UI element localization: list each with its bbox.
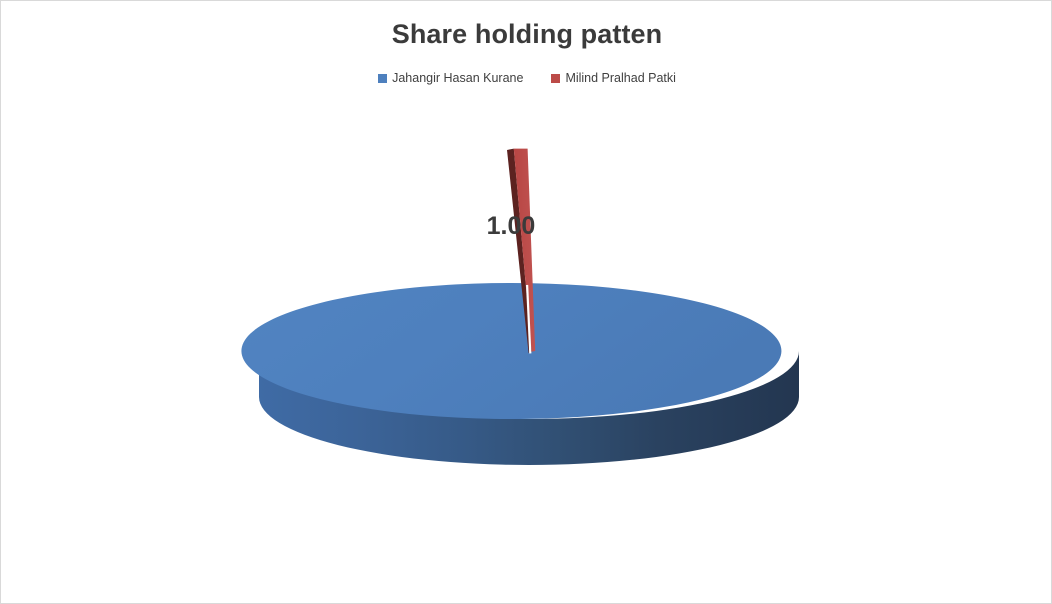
legend-item-milind-pralhad-patki[interactable]: Milind Pralhad Patki xyxy=(551,71,676,85)
legend-item-label: Milind Pralhad Patki xyxy=(565,71,676,85)
legend-item-jahangir-hasan-kurane[interactable]: Jahangir Hasan Kurane xyxy=(378,72,523,85)
pie-slice-small-group xyxy=(507,148,536,353)
data-label-small-slice: 1.00 xyxy=(486,212,536,240)
pie-chart-graphic xyxy=(241,148,799,465)
pie-slice-top-small xyxy=(513,148,536,352)
legend-swatch-icon xyxy=(551,73,561,83)
pie-slice-side-small xyxy=(507,148,532,353)
chart-legend: Jahangir Hasan Kurane Milind Pralhad Pat… xyxy=(1,71,1051,85)
pie-slice-top-large xyxy=(241,282,782,419)
legend-swatch-icon xyxy=(378,73,388,83)
pie-slice-side-large xyxy=(259,351,799,465)
plot-area: 1.00 99.00 xyxy=(1,97,1051,603)
chart-title: Share holding patten xyxy=(391,19,663,49)
legend-item-label: Jahangir Hasan Kurane xyxy=(392,71,524,85)
pie-slice-gap xyxy=(526,284,532,354)
